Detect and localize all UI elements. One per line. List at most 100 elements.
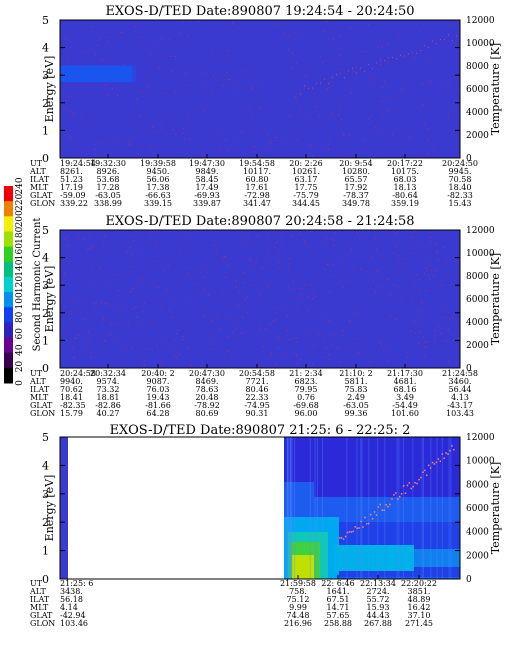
noise-point [304,241,306,243]
temperature-point [412,52,413,54]
temperature-point [400,493,403,495]
noise-point [117,94,119,96]
noise-point [310,284,312,286]
noise-point [122,305,124,307]
table-row-label: ILAT [30,175,50,184]
noise-point [375,290,377,292]
noise-point [437,259,439,261]
noise-point [70,136,72,138]
noise-point [183,138,185,140]
noise-point [182,128,184,130]
noise-point [458,88,460,90]
panel-title: EXOS-D/TED Date:890807 21:25: 6 - 22:25:… [110,423,411,438]
noise-point [307,296,309,298]
table-cell: 2724. [367,587,390,596]
temperature-point [424,469,426,472]
table-row-label: GLON [30,199,55,208]
temperature-point [404,55,405,57]
table-cell: 21:25: 6 [60,579,93,588]
noise-point [277,336,279,338]
noise-point [380,273,382,275]
y-axis-label: Energy [eV] [43,56,56,123]
noise-point [132,266,134,268]
table-cell: 20:17:22 [387,159,423,168]
temperature-point [414,481,416,484]
table-row-label: ILAT [30,595,50,604]
noise-point [225,138,227,140]
noise-point [175,133,177,135]
temperature-point [350,531,353,533]
noise-point [350,92,352,94]
noise-point [168,38,170,40]
temperature-point [328,82,329,84]
table-cell: 20.48 [196,393,219,402]
temperature-point [389,503,391,506]
table-cell: 55.72 [367,595,390,604]
noise-point [161,121,163,123]
table-cell: -42.94 [60,611,86,620]
noise-point [182,20,184,22]
noise-point [231,353,233,355]
table-cell: 338.99 [94,199,122,208]
noise-point [237,27,239,29]
table-cell: 17.49 [196,183,219,192]
noise-point [249,109,251,111]
noise-point [267,134,269,136]
table-cell: 3438. [60,587,83,596]
y2-tick-label: 0 [466,575,472,585]
noise-point [291,52,293,54]
noise-point [330,344,332,346]
noise-point [310,144,312,146]
table-row-label: UT [30,369,43,378]
noise-point [287,315,289,317]
table-cell: 3460. [449,377,472,386]
table-cell: 57.65 [327,611,350,620]
noise-point [443,247,445,249]
noise-point [74,337,76,339]
noise-point [267,285,269,287]
noise-point [170,56,172,58]
temperature-point [362,526,364,528]
noise-point [383,349,385,351]
table-cell: -69.93 [194,191,220,200]
table-cell: 40.27 [97,409,120,418]
table-row-label: UT [30,159,43,168]
temperature-point [451,445,453,447]
noise-point [186,85,188,87]
noise-point [71,346,73,348]
noise-point [284,353,286,355]
noise-point [388,110,390,112]
noise-point [418,245,420,247]
noise-point [237,319,239,321]
noise-point [417,319,419,321]
noise-point [422,104,424,106]
noise-point [312,230,314,232]
noise-point [333,335,335,337]
noise-point [182,336,184,338]
noise-point [298,297,300,299]
noise-point [329,139,331,141]
noise-point [255,151,257,153]
y-tick-label: 3 [42,279,49,292]
temperature-point [344,77,345,79]
temperature-point [385,504,387,506]
noise-point [288,115,290,117]
noise-point [222,85,224,87]
table-cell: -78.37 [343,191,369,200]
noise-point [244,299,246,301]
temperature-point [368,522,370,525]
noise-point [327,303,329,305]
noise-point [211,50,213,52]
temperature-point [312,87,313,89]
y2-tick-label: 2000 [466,341,489,351]
noise-point [161,92,163,94]
noise-point [330,81,332,83]
noise-point [242,234,244,236]
noise-point [396,232,398,234]
noise-point [102,318,104,320]
table-cell: 58.45 [196,175,219,184]
noise-point [329,291,331,293]
noise-point [246,296,248,298]
noise-point [93,281,95,283]
colorbar-tick-label: 60 [15,328,25,340]
